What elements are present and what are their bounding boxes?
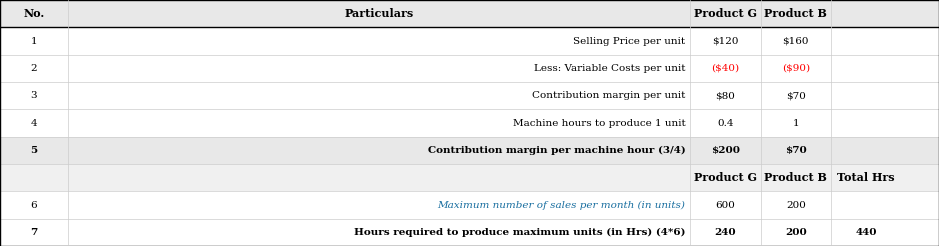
Text: $70: $70: [786, 91, 806, 100]
Text: 7: 7: [30, 228, 38, 237]
Text: 6: 6: [30, 200, 38, 210]
Bar: [0, 82, 939, 109]
Bar: [0, 191, 939, 219]
Text: Machine hours to produce 1 unit: Machine hours to produce 1 unit: [513, 119, 685, 127]
Text: Particulars: Particulars: [345, 8, 413, 19]
Text: 200: 200: [786, 200, 806, 210]
Bar: [0, 137, 939, 164]
Text: Selling Price per unit: Selling Price per unit: [574, 36, 685, 46]
Text: ($40): ($40): [712, 64, 739, 73]
Text: $160: $160: [782, 36, 809, 46]
Text: 5: 5: [30, 146, 38, 155]
Text: Product B: Product B: [764, 172, 827, 183]
Text: 240: 240: [715, 228, 736, 237]
Text: 0.4: 0.4: [717, 119, 733, 127]
Text: 3: 3: [30, 91, 38, 100]
Text: Product B: Product B: [764, 8, 827, 19]
Bar: [0, 219, 939, 246]
Bar: [0, 109, 939, 137]
Text: 600: 600: [716, 200, 735, 210]
Text: Product G: Product G: [694, 8, 757, 19]
Text: $80: $80: [716, 91, 735, 100]
Text: Contribution margin per machine hour (3/4): Contribution margin per machine hour (3/…: [428, 146, 685, 155]
Text: Hours required to produce maximum units (in Hrs) (4*6): Hours required to produce maximum units …: [354, 228, 685, 237]
Text: $70: $70: [785, 146, 807, 155]
Text: 1: 1: [30, 36, 38, 46]
Text: Product G: Product G: [694, 172, 757, 183]
Text: Maximum number of sales per month (in units): Maximum number of sales per month (in un…: [438, 200, 685, 210]
Text: Total Hrs: Total Hrs: [838, 172, 895, 183]
Text: 2: 2: [30, 64, 38, 73]
Bar: [0, 55, 939, 82]
Text: No.: No.: [23, 8, 44, 19]
Text: Contribution margin per unit: Contribution margin per unit: [532, 91, 685, 100]
Bar: [0, 0, 939, 27]
Text: 200: 200: [785, 228, 807, 237]
Text: 1: 1: [793, 119, 799, 127]
Text: Less: Variable Costs per unit: Less: Variable Costs per unit: [534, 64, 685, 73]
Text: $200: $200: [711, 146, 740, 155]
Text: 4: 4: [30, 119, 38, 127]
Text: $120: $120: [712, 36, 739, 46]
Text: 440: 440: [855, 228, 877, 237]
Text: ($90): ($90): [782, 64, 809, 73]
Bar: [0, 164, 939, 191]
Bar: [0, 27, 939, 55]
